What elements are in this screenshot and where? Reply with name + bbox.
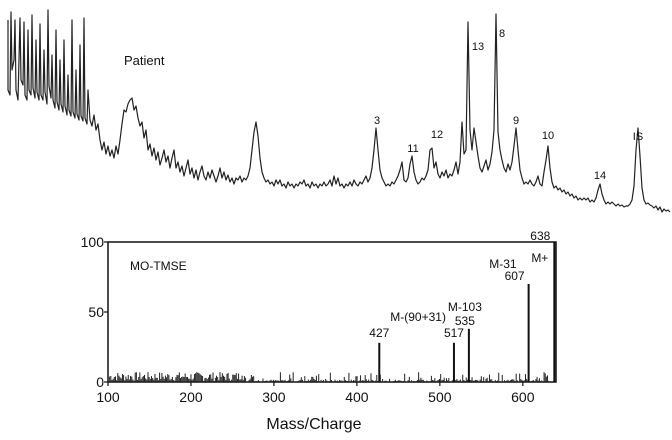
peak-annotation: M+ [531,251,548,265]
bars [378,242,556,382]
y-tick-label: 50 [88,304,104,320]
peak-label: 8 [499,28,505,40]
peak-annotation: M-31 [489,257,517,271]
x-axis-label: Mass/Charge [266,416,361,433]
y-ticks: 0 50 100 [81,234,108,390]
x-ticks: 100 200 300 400 500 600 [96,382,535,405]
peak-annotation: 535 [455,314,475,328]
peak-label: 9 [513,115,519,127]
chromatogram: Patient 3 11 12 13 8 9 10 14 IS [7,9,671,213]
peak-label: IS [633,131,643,143]
x-tick-label: 200 [179,389,203,405]
peak-annotation: M-103 [448,300,482,314]
noise-bars [109,372,550,382]
y-tick-label: 0 [96,374,104,390]
peak-label: 10 [542,130,554,142]
peak-annotation: M-(90+31) [390,310,446,324]
x-tick-label: 400 [345,389,369,405]
chromatogram-title: Patient [124,53,165,68]
peak-label: 14 [594,170,606,182]
peak-annotation: 607 [505,269,525,283]
chromatogram-trace [7,9,671,213]
peak-label: 11 [407,143,418,155]
x-tick-label: 300 [262,389,286,405]
peak-annotation: 427 [369,326,389,340]
peak-annotation: 638 [530,229,550,243]
peak-label: 13 [472,41,484,53]
x-tick-label: 600 [511,389,535,405]
x-tick-label: 500 [428,389,452,405]
peak-label: 3 [374,115,380,127]
x-tick-label: 100 [96,389,120,405]
y-tick-label: 100 [81,234,105,250]
peak-label: 12 [431,129,443,141]
spectrum-title: MO-TMSE [130,259,187,273]
peak-annotation: 517 [444,326,464,340]
